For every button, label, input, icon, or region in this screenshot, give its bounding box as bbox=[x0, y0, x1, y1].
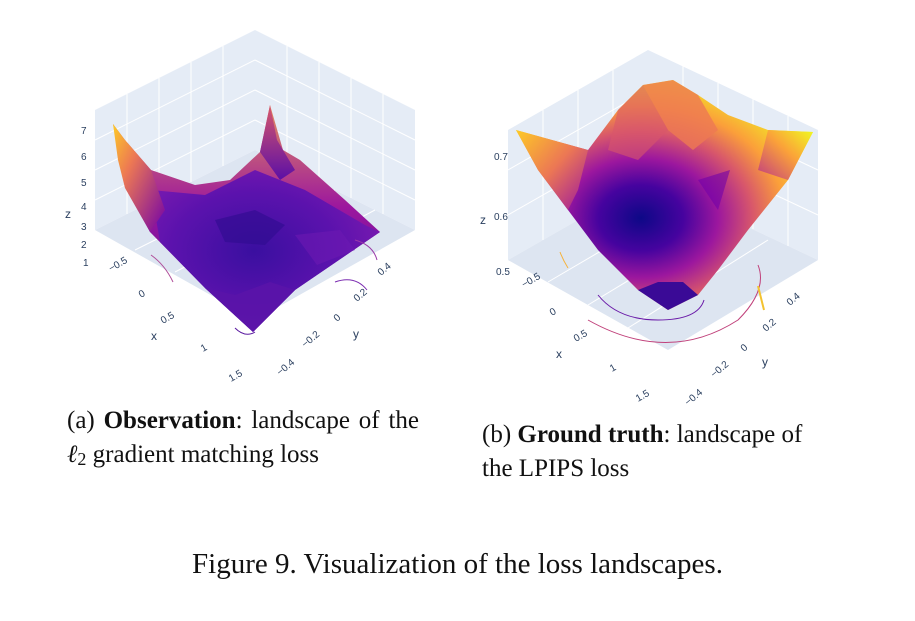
svg-text:4: 4 bbox=[81, 202, 87, 213]
svg-text:1: 1 bbox=[83, 258, 89, 269]
caption-b-bold: Ground truth bbox=[517, 421, 664, 448]
caption-a-tag: (a) bbox=[67, 407, 95, 434]
surface-plot-b: 0.7 0.6 0.5 z −0.5 0 0.5 1 1.5 x 0.4 0.2… bbox=[480, 50, 819, 408]
svg-text:−0.4: −0.4 bbox=[683, 387, 706, 408]
svg-text:0: 0 bbox=[548, 306, 559, 319]
svg-text:0: 0 bbox=[137, 288, 148, 301]
ell-symbol: ℓ bbox=[67, 441, 78, 468]
caption-b-tag: (b) bbox=[482, 421, 512, 448]
ell-subscript: 2 bbox=[77, 449, 87, 469]
y-axis-label: y bbox=[762, 355, 768, 369]
svg-text:0.4: 0.4 bbox=[376, 261, 394, 279]
figure-caption: Figure 9. Visualization of the loss land… bbox=[0, 548, 915, 581]
svg-text:0: 0 bbox=[332, 312, 344, 324]
svg-text:0.7: 0.7 bbox=[494, 152, 508, 163]
z-axis-ticks: 7 6 5 4 3 2 1 z bbox=[65, 126, 89, 269]
svg-text:2: 2 bbox=[81, 240, 87, 251]
svg-text:−0.5: −0.5 bbox=[107, 255, 130, 275]
y-axis-label: y bbox=[353, 327, 359, 341]
svg-text:1: 1 bbox=[608, 362, 619, 375]
floor-contours bbox=[150, 239, 378, 335]
z-axis-ticks: 0.7 0.6 0.5 z bbox=[480, 152, 510, 278]
caption-b: (b) Ground truth: landscape of the LPIPS… bbox=[482, 418, 837, 486]
svg-text:1.5: 1.5 bbox=[227, 368, 245, 385]
svg-text:0.2: 0.2 bbox=[352, 287, 370, 305]
figure-title: Visualization of the loss landscapes. bbox=[303, 548, 723, 580]
svg-text:7: 7 bbox=[81, 126, 87, 137]
svg-text:0.4: 0.4 bbox=[785, 291, 803, 309]
floor-contours bbox=[559, 251, 765, 343]
svg-text:−0.2: −0.2 bbox=[300, 329, 323, 350]
z-axis-label: z bbox=[65, 207, 71, 221]
svg-text:6: 6 bbox=[81, 152, 87, 163]
svg-text:0.6: 0.6 bbox=[494, 212, 508, 223]
panel-b: 0.7 0.6 0.5 z −0.5 0 0.5 1 1.5 x 0.4 0.2… bbox=[468, 20, 848, 490]
caption-a-text-1: : landscape of the bbox=[235, 407, 420, 434]
caption-a-text-2: gradient matching loss bbox=[92, 441, 320, 468]
svg-text:−0.2: −0.2 bbox=[709, 359, 732, 380]
caption-a: (a) Observation: landscape of the ℓ2 gra… bbox=[67, 404, 419, 476]
panel-a: 7 6 5 4 3 2 1 z −0.5 0 0.5 1 1.5 x 0.4 0… bbox=[55, 20, 435, 500]
svg-text:0.2: 0.2 bbox=[761, 317, 779, 335]
caption-b-text-1: : landscape of the LPIPS loss bbox=[482, 421, 803, 482]
svg-text:0: 0 bbox=[739, 342, 751, 354]
svg-text:0.5: 0.5 bbox=[159, 310, 177, 327]
figure-number: Figure 9. bbox=[192, 548, 297, 580]
loss-surface-a bbox=[113, 105, 380, 332]
x-axis-label: x bbox=[556, 347, 562, 361]
svg-text:−0.4: −0.4 bbox=[275, 357, 298, 378]
caption-a-bold: Observation bbox=[103, 407, 236, 434]
svg-text:0.5: 0.5 bbox=[496, 267, 510, 278]
surface-plot-a: 7 6 5 4 3 2 1 z −0.5 0 0.5 1 1.5 x 0.4 0… bbox=[65, 30, 416, 385]
svg-text:1: 1 bbox=[199, 342, 210, 355]
svg-text:1.5: 1.5 bbox=[634, 388, 652, 405]
x-axis-label: x bbox=[151, 329, 157, 343]
svg-text:3: 3 bbox=[81, 222, 87, 233]
z-axis-label: z bbox=[480, 213, 486, 227]
loss-surface-b bbox=[516, 80, 813, 310]
svg-text:5: 5 bbox=[81, 178, 87, 189]
svg-text:0.5: 0.5 bbox=[572, 328, 590, 345]
